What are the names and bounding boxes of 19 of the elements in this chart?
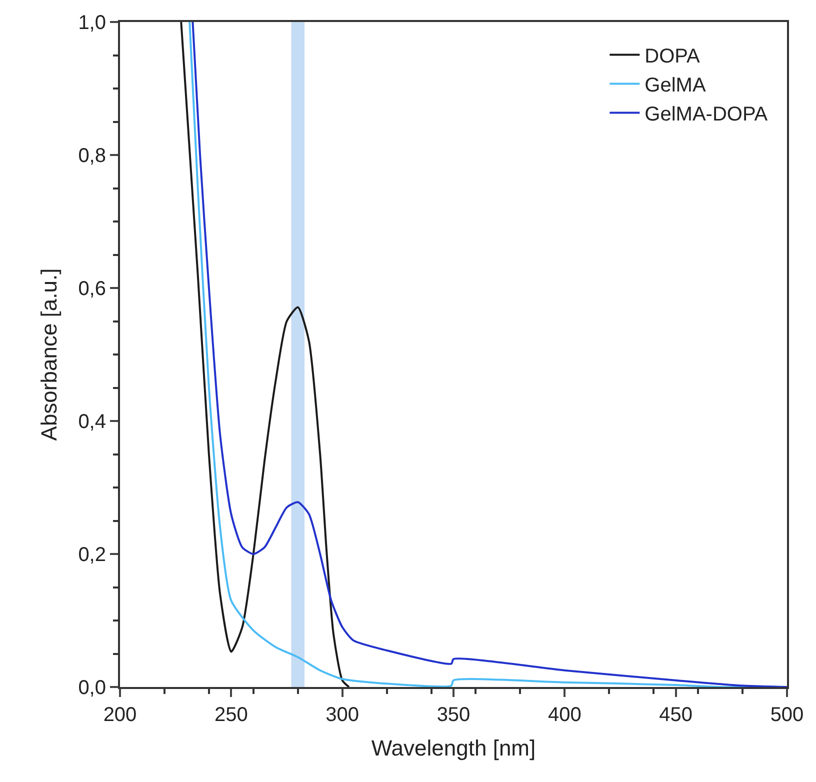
x-tick-label: 500 (770, 704, 804, 726)
x-tick-label: 200 (103, 704, 137, 726)
x-axis-title: Wavelength [nm] (371, 735, 536, 760)
x-tick-label: 250 (214, 704, 248, 726)
y-tick-label: 0,4 (78, 411, 106, 433)
line-series (180, 22, 350, 687)
x-tick-label: 300 (326, 704, 360, 726)
legend-label: GelMA (644, 74, 706, 97)
x-tick-label: 350 (436, 704, 470, 726)
y-tick-label: 1,0 (78, 12, 106, 34)
legend-label: GelMA-DOPA (644, 104, 768, 126)
y-tick-label: 0,0 (78, 677, 106, 699)
legend-label: DOPA (644, 46, 701, 68)
y-tick-label: 0,2 (78, 544, 106, 566)
y-tick-label: 0,8 (78, 145, 106, 167)
x-tick-label: 400 (548, 704, 582, 726)
x-tick-label: 450 (659, 704, 693, 726)
y-axis-title: Absorbance [a.u.] (36, 268, 62, 441)
y-tick-label: 0,6 (78, 278, 106, 300)
